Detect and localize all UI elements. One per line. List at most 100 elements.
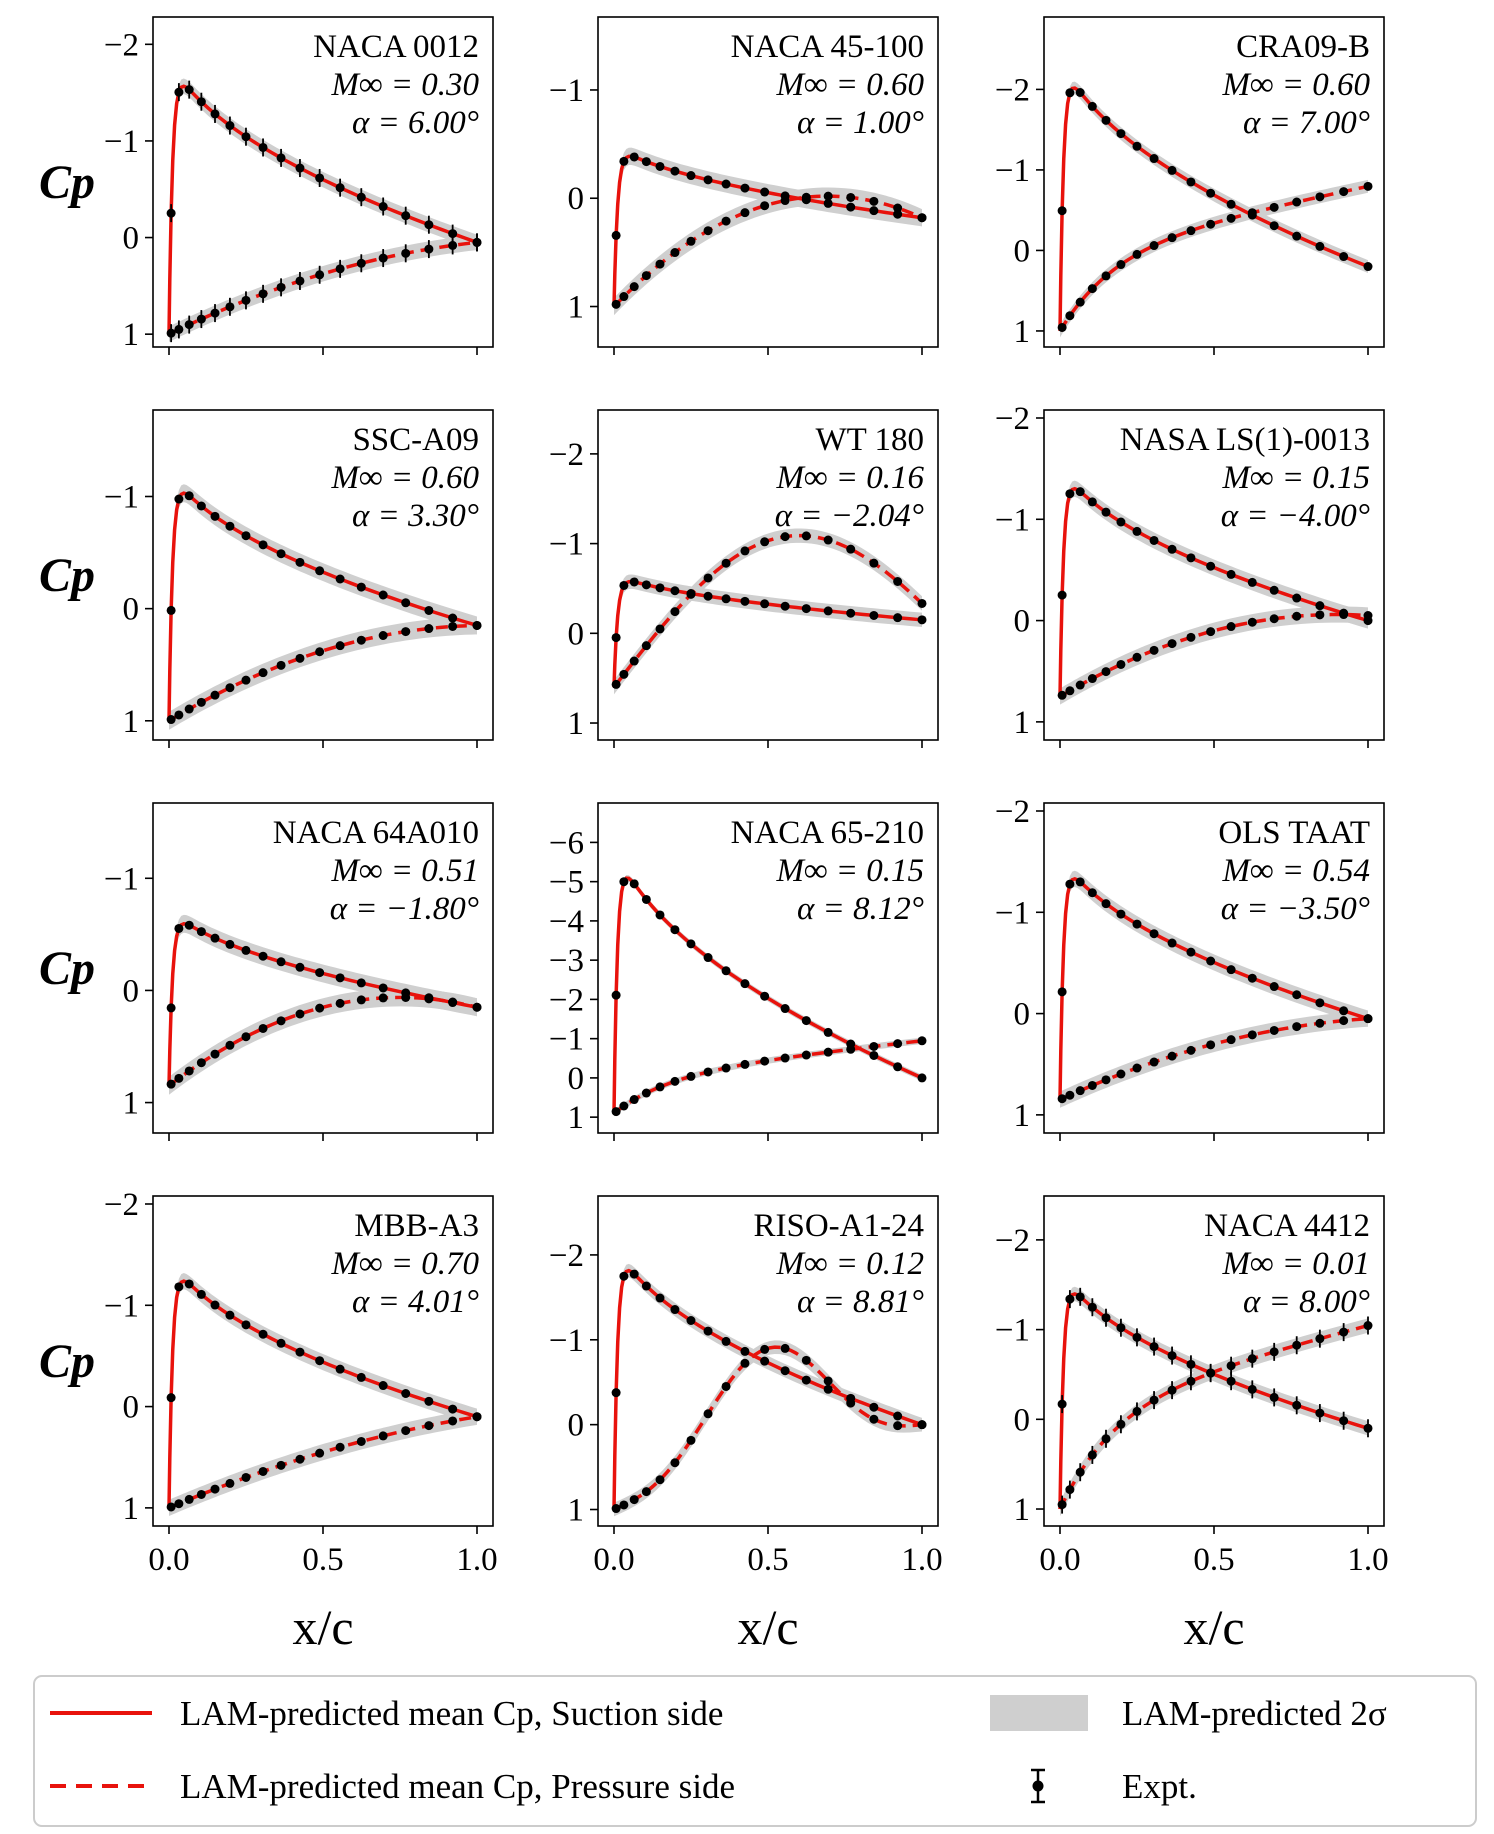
suction-expt-point — [1206, 188, 1216, 198]
suction-expt-point — [1186, 177, 1196, 187]
suction-expt-point — [196, 927, 206, 937]
pressure-band-7 — [169, 988, 477, 1095]
pressure-expt-point — [780, 1053, 790, 1063]
pressure-expt-point — [1087, 674, 1097, 684]
pressure-expt-point — [1269, 1025, 1279, 1035]
y-tick-label: 0 — [1014, 233, 1031, 269]
suction-expt-point — [917, 615, 927, 625]
suction-expt-point — [1149, 1342, 1159, 1352]
pressure-expt-point — [424, 244, 434, 254]
suction-expt-point — [448, 229, 458, 239]
suction-expt-point — [760, 187, 770, 197]
mach-annotation: M∞ = 0.54 — [1221, 853, 1370, 889]
pressure-expt-point — [846, 544, 856, 554]
pressure-expt-point — [1075, 1467, 1085, 1477]
y-tick-label: −2 — [995, 1223, 1030, 1259]
airfoil-title: SSC-A09 — [352, 422, 479, 458]
suction-expt-point — [703, 1326, 713, 1336]
pressure-expt-point — [356, 995, 366, 1005]
suction-expt-point — [166, 1393, 176, 1403]
suction-expt-point — [1206, 561, 1216, 571]
y-tick-label: 0 — [568, 616, 585, 652]
suction-expt-point — [315, 968, 325, 978]
mach-annotation: M∞ = 0.15 — [775, 853, 924, 889]
pressure-band-9 — [1060, 1010, 1368, 1108]
pressure-expt-point — [295, 276, 305, 286]
alpha-annotation: α = 1.00° — [797, 105, 924, 141]
alpha-annotation: α = −1.80° — [330, 891, 479, 927]
suction-expt-point — [869, 610, 879, 620]
pressure-expt-point — [670, 607, 680, 617]
pressure-expt-point — [780, 196, 790, 206]
pressure-expt-point — [241, 1032, 251, 1042]
suction-expt-point — [760, 1356, 770, 1366]
pressure-expt-point — [1057, 1500, 1067, 1510]
x-tick-label: 0.5 — [302, 1542, 343, 1578]
suction-expt-point — [225, 521, 235, 531]
pressure-expt-point — [869, 1414, 879, 1424]
suction-expt-point — [1186, 1359, 1196, 1369]
suction-expt-point — [1057, 206, 1067, 216]
pressure-expt-point — [780, 532, 790, 542]
y-tick-label: −2 — [995, 794, 1030, 830]
pressure-expt-point — [740, 1358, 750, 1368]
suction-expt-point — [210, 511, 220, 521]
pressure-expt-point — [1339, 187, 1349, 197]
suction-expt-point — [174, 494, 184, 504]
pressure-expt-point — [356, 635, 366, 645]
x-axis-label: x/c — [737, 1599, 798, 1655]
pressure-band-10 — [169, 1408, 477, 1516]
y-tick-label: −5 — [549, 865, 584, 901]
pressure-expt-point — [166, 328, 176, 338]
pressure-expt-point — [448, 240, 458, 250]
pressure-expt-point — [1075, 680, 1085, 690]
pressure-expt-point — [1363, 181, 1373, 191]
suction-expt-point — [670, 166, 680, 176]
pressure-expt-point — [801, 192, 811, 202]
suction-expt-point — [1149, 929, 1159, 939]
pressure-expt-point — [703, 226, 713, 236]
suction-expt-point — [740, 183, 750, 193]
suction-expt-point — [401, 1388, 411, 1398]
pressure-expt-point — [893, 1421, 903, 1431]
alpha-annotation: α = 8.81° — [797, 1284, 924, 1320]
y-tick-label: −1 — [549, 73, 584, 109]
x-tick-label: 0.0 — [148, 1542, 189, 1578]
suction-expt-point — [184, 920, 194, 930]
suction-expt-point — [356, 582, 366, 592]
pressure-expt-point — [276, 282, 286, 292]
pressure-expt-point — [335, 264, 345, 274]
pressure-mean-line-3 — [1058, 184, 1369, 332]
pressure-expt-point — [721, 216, 731, 226]
pressure-expt-point — [174, 1073, 184, 1083]
suction-expt-point — [210, 1300, 220, 1310]
mach-annotation: M∞ = 0.30 — [330, 67, 479, 103]
airfoil-title: NACA 0012 — [313, 29, 479, 65]
suction-expt-point — [823, 606, 833, 616]
y-tick-label: −1 — [549, 527, 584, 563]
y-tick-label: −1 — [995, 153, 1030, 189]
pressure-expt-point — [760, 1344, 770, 1354]
suction-expt-point — [780, 601, 790, 611]
pressure-expt-point — [1292, 197, 1302, 207]
suction-expt-point — [225, 121, 235, 131]
pressure-expt-point — [1101, 1434, 1111, 1444]
pressure-expt-point — [472, 1412, 482, 1422]
y-tick-label: 0 — [123, 221, 140, 257]
pressure-expt-point — [611, 1504, 621, 1514]
pressure-expt-point — [1186, 1376, 1196, 1386]
pressure-expt-point — [823, 1376, 833, 1386]
suction-expt-point — [823, 1027, 833, 1037]
pressure-expt-point — [315, 1003, 325, 1013]
pressure-expt-point — [196, 314, 206, 324]
y-tick-label: −1 — [549, 1323, 584, 1359]
suction-expt-point — [210, 933, 220, 943]
y-tick-label: −3 — [549, 943, 584, 979]
x-tick-label: 0.0 — [1039, 1542, 1080, 1578]
pressure-expt-point — [619, 292, 629, 302]
suction-expt-point — [1065, 1294, 1075, 1304]
suction-expt-point — [424, 605, 434, 615]
suction-expt-point — [1315, 601, 1325, 611]
suction-expt-point — [740, 1346, 750, 1356]
suction-expt-point — [670, 586, 680, 596]
